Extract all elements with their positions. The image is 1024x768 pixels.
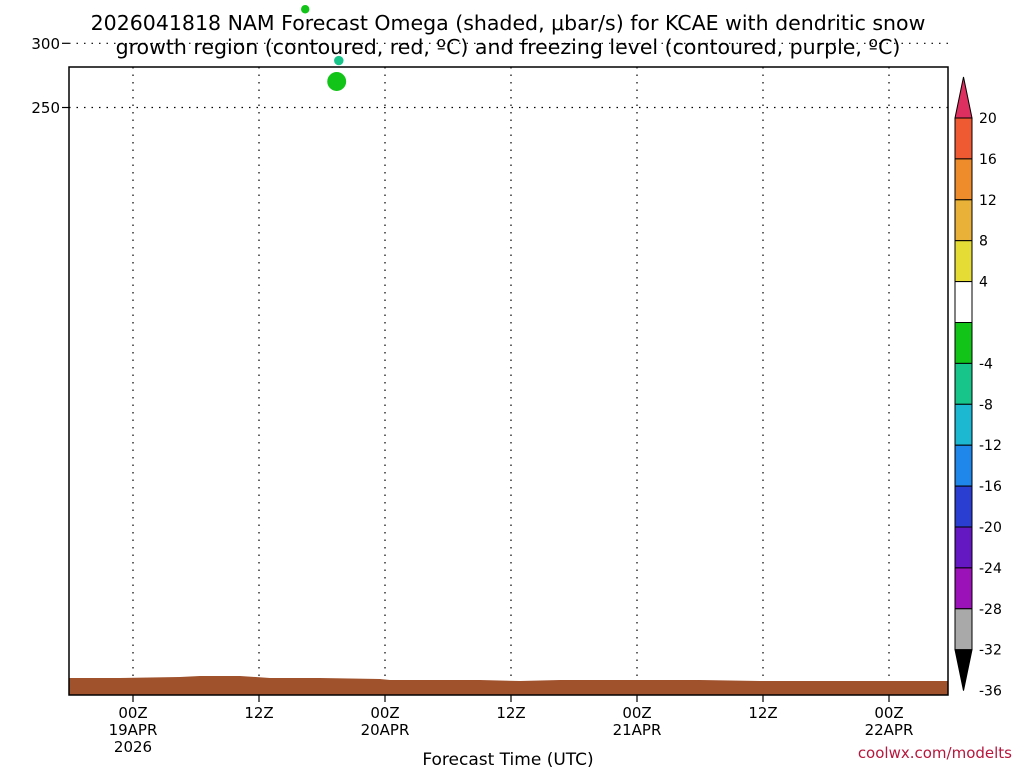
colorbar-bin	[954, 567, 973, 610]
colorbar-label: 12	[979, 193, 997, 209]
colorbar-label: -4	[979, 356, 993, 372]
x-tick-label: 00Z	[370, 704, 399, 722]
colorbar-bin	[954, 403, 973, 446]
pressure-axis: 2503003504004505005506006507007508008509…	[31, 35, 69, 117]
x-tick-label: 00Z	[874, 704, 903, 722]
colorbar-bin	[954, 199, 973, 242]
x-axis-label: Forecast Time (UTC)	[422, 750, 593, 768]
colorbar-bin	[954, 158, 973, 201]
colorbar-label: -32	[979, 643, 1002, 659]
omega-shading-layer	[301, 5, 347, 91]
plot-frame	[68, 66, 949, 696]
colorbar-label: -20	[979, 520, 1002, 536]
colorbar-label: -16	[979, 479, 1002, 495]
colorbar-bin	[954, 281, 973, 324]
x-tick-label: 12Z	[748, 704, 777, 722]
omega-region-4	[327, 72, 347, 91]
colorbar-bin	[954, 444, 973, 487]
colorbar-bin	[954, 526, 973, 569]
colorbar-label: 20	[979, 111, 997, 127]
colorbar-label: 4	[979, 275, 988, 291]
x-tick-label: 19APR	[109, 721, 158, 739]
x-tick-label: 00Z	[118, 704, 147, 722]
plot-area	[69, 67, 948, 695]
y-tick-label: 250	[31, 99, 60, 117]
x-tick-label: 12Z	[244, 704, 273, 722]
omega-region-3	[301, 5, 310, 14]
x-tick-label: 00Z	[622, 704, 651, 722]
chart-title-line-1: 2026041818 NAM Forecast Omega (shaded, μ…	[91, 11, 926, 35]
colorbar-bin	[954, 322, 973, 364]
colorbar-label: -36	[979, 684, 1002, 700]
chart-title-line-2: growth region (contoured, red, ºC) and f…	[116, 35, 901, 59]
colorbar-bin	[954, 240, 973, 283]
ground-surface	[69, 676, 948, 695]
colorbar-bin-bottom-arrow	[954, 649, 973, 691]
colorbar-label: 8	[979, 234, 988, 250]
colorbar-label: -24	[979, 561, 1002, 577]
colorbar-label: -8	[979, 397, 993, 413]
x-tick-label: 20APR	[361, 721, 410, 739]
credit-text: coolwx.com/modelts	[858, 744, 1012, 762]
colorbar-bin	[954, 608, 973, 651]
y-tick-label: 300	[31, 35, 60, 53]
x-tick-label: 2026	[114, 738, 152, 756]
colorbar-bin	[954, 362, 973, 405]
colorbar-bin-top-arrow	[954, 76, 973, 119]
colorbar-label: -12	[979, 438, 1002, 454]
colorbar-label: 16	[979, 152, 997, 168]
ground-surface-layer	[69, 676, 948, 695]
colorbar-label: -28	[979, 602, 1002, 618]
colorbar-bin	[954, 117, 973, 160]
x-tick-label: 12Z	[496, 704, 525, 722]
x-tick-label: 21APR	[613, 721, 662, 739]
omega-region-5	[334, 55, 344, 66]
colorbar-bin	[954, 485, 973, 528]
x-tick-label: 22APR	[865, 721, 914, 739]
colorbar: 20 16 12 8 4 -4 -8 -12 -16 -20 -24 -28 -32 -36	[954, 76, 1002, 700]
